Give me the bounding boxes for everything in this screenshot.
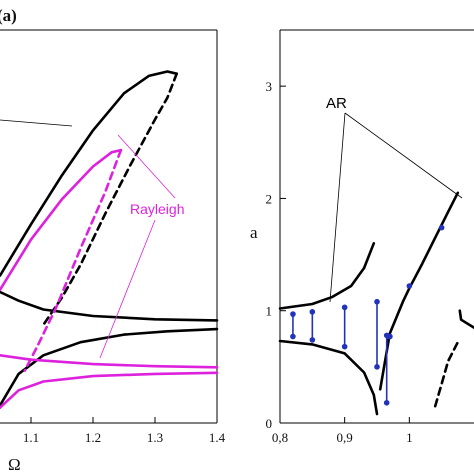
left-x-tick-label: 1.2 [85,430,101,445]
right-series-line-0 [278,242,376,310]
right-series-line-4 [458,309,474,329]
right-y-tick-label: 2 [266,191,273,206]
right-y-tick-label: 1 [266,304,273,319]
marker-point [290,311,296,317]
left-series-line-1 [42,72,178,327]
right-x-tick-label: 1 [406,430,413,445]
panel-label: (a) [0,6,17,25]
right-series-line-3 [433,340,460,408]
marker-point [309,337,316,343]
left-series-line-6 [0,354,219,369]
left-series-line-4 [0,148,123,292]
right-y-axis-label: a [250,223,258,242]
right-annotation-pointer-ar-2 [344,112,463,199]
marker-point [387,333,393,340]
marker-point [406,283,413,289]
marker-point [374,298,380,305]
marker-point [309,309,316,315]
left-x-axis-label: Ω [8,455,21,474]
left-annotation-pointer-rayleigh-2 [99,219,156,359]
right-y-tick-label: 3 [266,79,273,94]
right-annotation-pointer-ar-1 [329,112,346,303]
left-series-line-5 [23,148,123,372]
annotation-ar: AR [326,95,347,112]
marker-point [374,364,380,370]
left-series-line-0 [0,70,178,277]
marker-point [341,304,348,311]
left-chart-panel: 1.1 1.2 1.3 1.4 Ω Rayleigh [0,29,226,474]
annotation-rayleigh: Rayleigh [130,201,184,217]
left-series-line-2 [0,290,219,322]
marker-point [290,333,296,340]
left-series-line-7 [0,371,219,409]
right-series-line-1 [278,339,379,416]
right-x-tick-label: 0,8 [272,430,288,445]
left-series-line-3 [0,327,219,407]
left-x-tick-label: 1.3 [147,430,163,445]
left-annotation-pointer-rayleigh-1 [117,134,176,199]
left-annotation-pointer-black [0,119,73,127]
marker-point [383,399,390,406]
marker-point [438,224,445,231]
right-y-tick-label: 0 [266,416,273,431]
right-x-tick-label: 0,9 [337,430,353,445]
left-x-tick-label: 1.4 [209,430,226,445]
left-x-tick-label: 1.1 [23,430,39,445]
marker-point [341,343,348,350]
right-chart-panel: 0 1 2 3 0,8 0,9 1 a AR [250,29,474,445]
right-series-line-2 [378,191,460,391]
